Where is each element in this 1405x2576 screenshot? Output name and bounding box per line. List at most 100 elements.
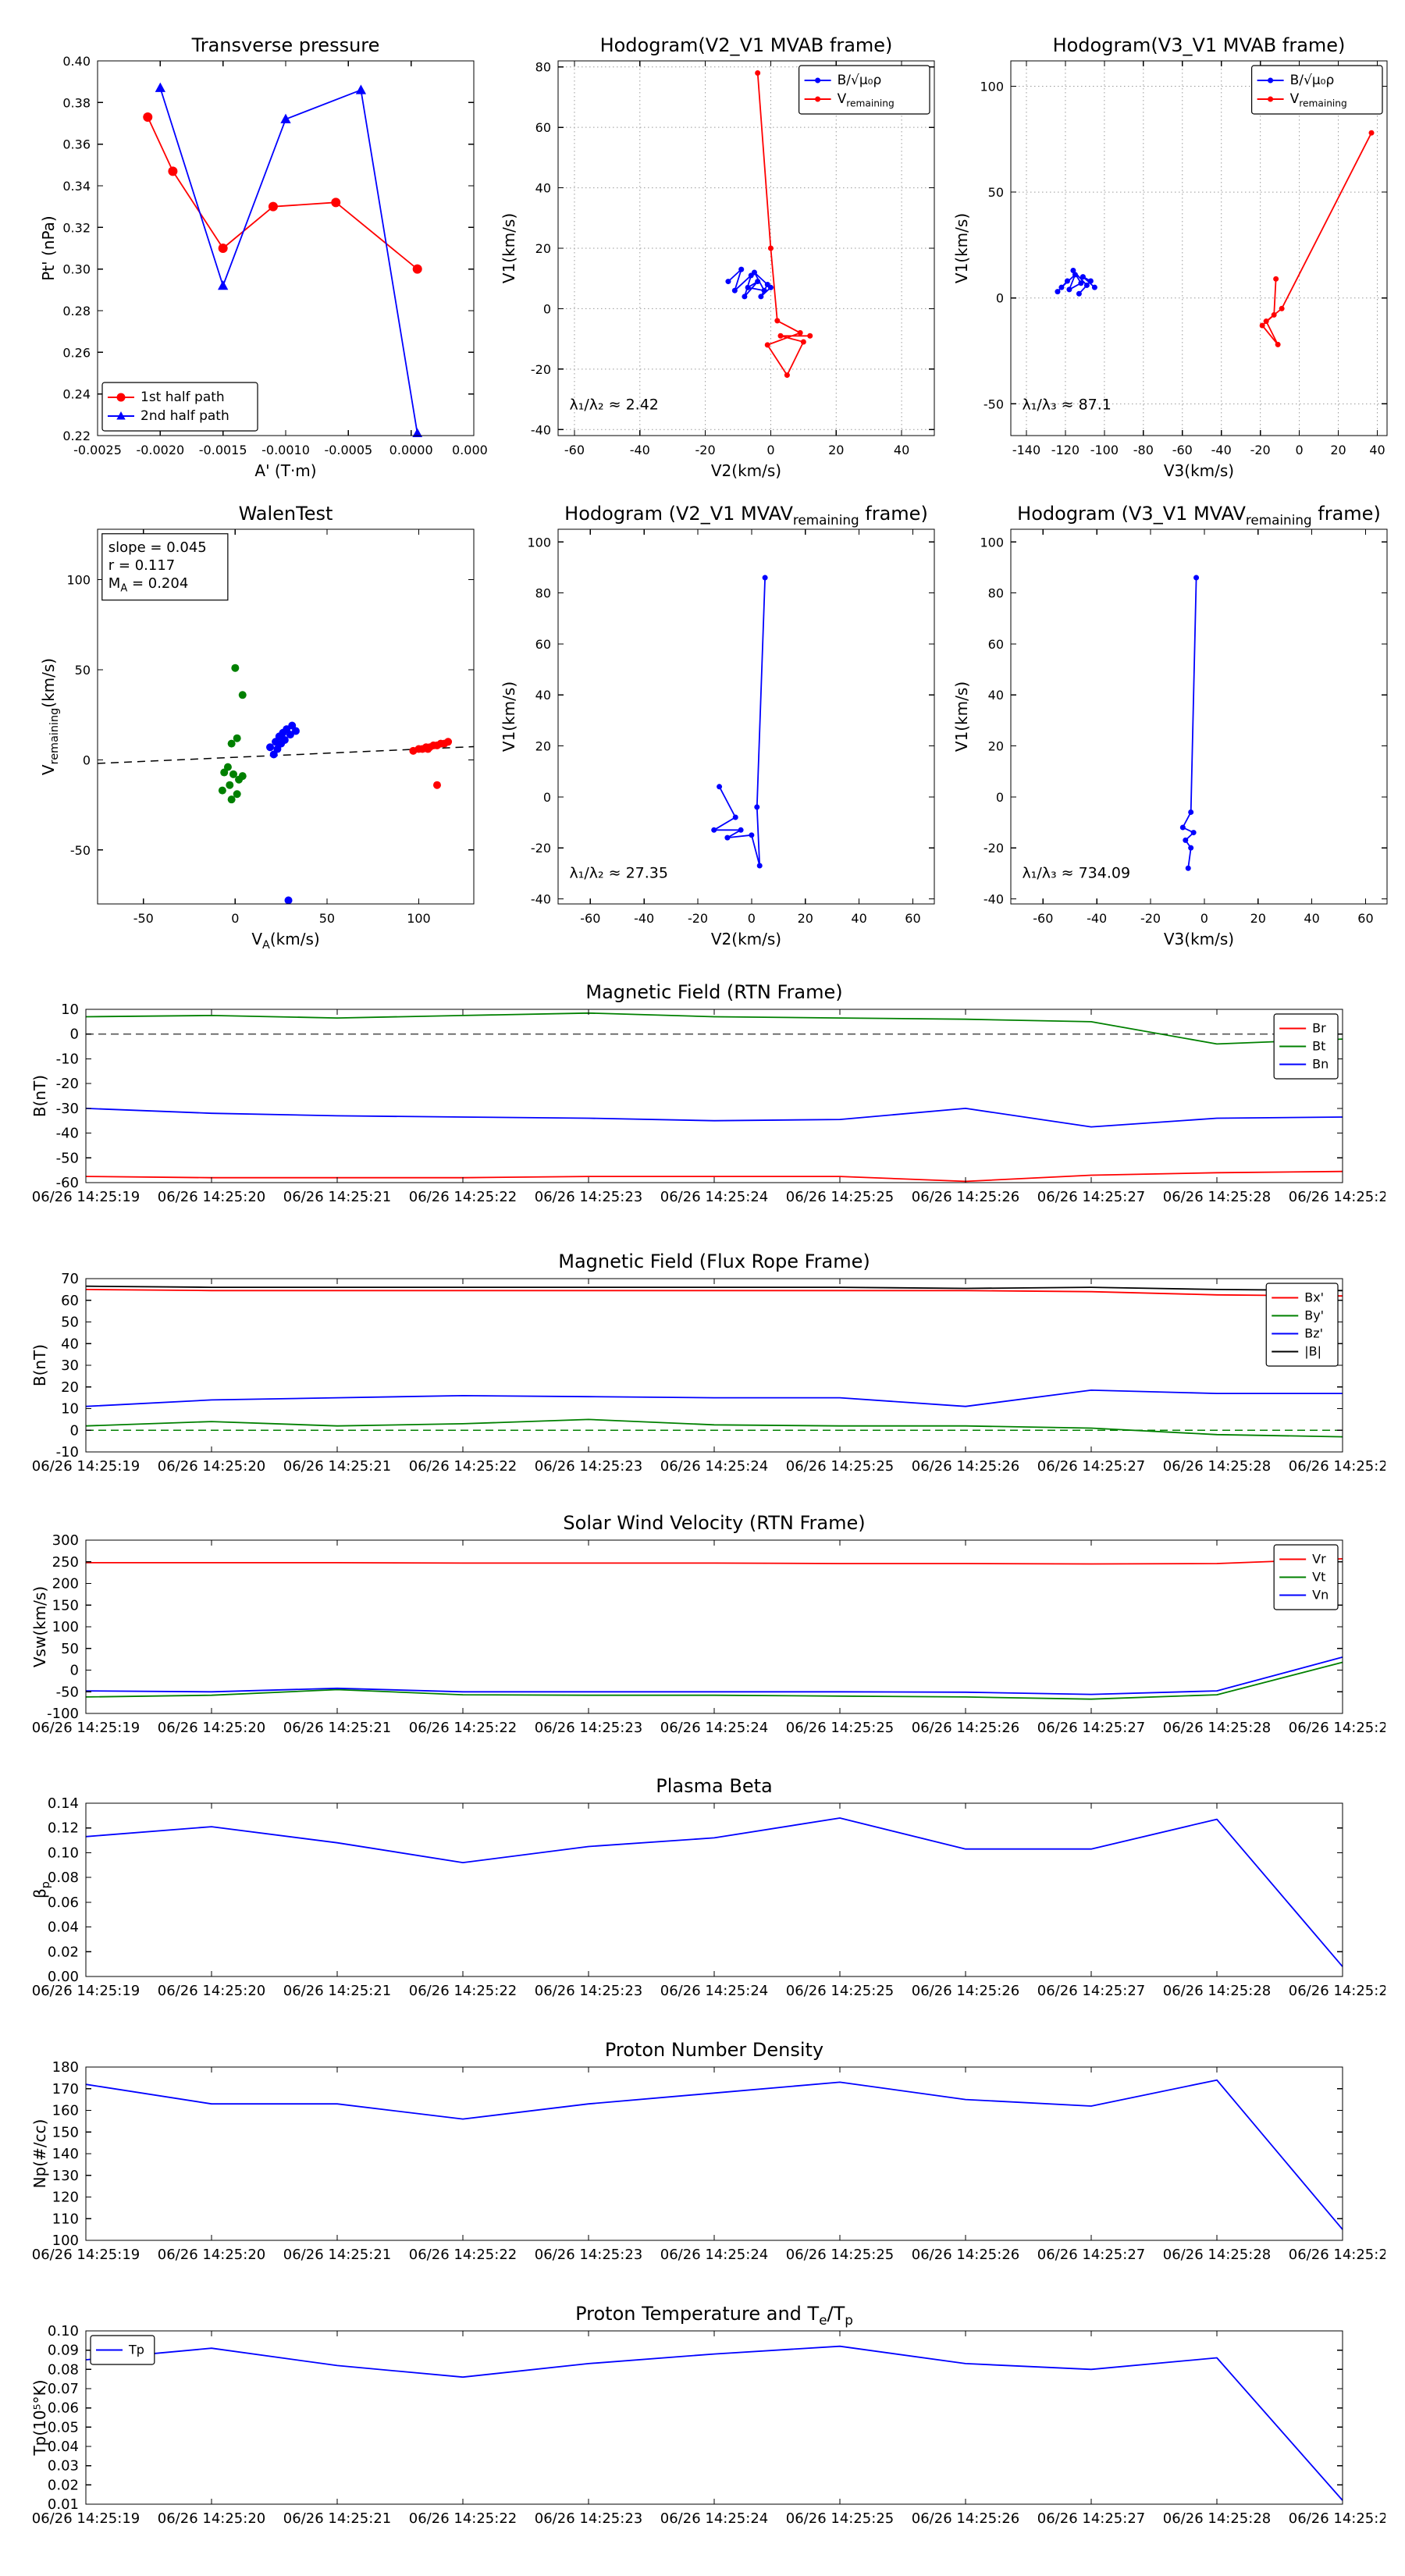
svg-text:0.0000: 0.0000 <box>389 443 433 457</box>
svg-text:50: 50 <box>61 1641 79 1657</box>
svg-text:20: 20 <box>798 911 813 926</box>
svg-text:0.14: 0.14 <box>48 1795 79 1812</box>
svg-text:160: 160 <box>52 2103 79 2119</box>
svg-text:-60: -60 <box>1033 911 1053 926</box>
svg-text:-40: -40 <box>634 911 654 926</box>
svg-text:λ₁/λ₃ ≈ 734.09: λ₁/λ₃ ≈ 734.09 <box>1022 864 1130 881</box>
svg-text:06/26 14:25:22: 06/26 14:25:22 <box>409 2247 517 2263</box>
svg-text:V1(km/s): V1(km/s) <box>952 213 971 283</box>
svg-text:0.03: 0.03 <box>48 2458 79 2475</box>
svg-text:40: 40 <box>988 688 1004 703</box>
svg-text:06/26 14:25:22: 06/26 14:25:22 <box>409 1458 517 1475</box>
svg-text:06/26 14:25:21: 06/26 14:25:21 <box>283 1458 391 1475</box>
chart-transverse-pressure: Transverse pressure -0.0025 -0.0020 -0.001… <box>35 23 488 492</box>
svg-text:20: 20 <box>1330 443 1346 457</box>
svg-text:80: 80 <box>535 586 551 601</box>
svg-text:-50: -50 <box>56 1150 79 1166</box>
panel-magnetic-field-rtn: Magnetic Field (RTN Frame) 06/26 14:25:1… <box>23 972 1385 1222</box>
svg-text:100: 100 <box>52 2233 79 2249</box>
svg-text:Bz': Bz' <box>1304 1326 1323 1341</box>
svg-text:30: 30 <box>61 1357 79 1374</box>
svg-text:100: 100 <box>527 535 551 550</box>
svg-text:06/26 14:25:26: 06/26 14:25:26 <box>912 1720 1019 1736</box>
svg-text:50: 50 <box>319 911 335 926</box>
svg-text:06/26 14:25:23: 06/26 14:25:23 <box>535 1720 642 1736</box>
chart-walen-test: WalenTest -50 0 50 100 -50 0 50 100 VA(km/s) Vrem… <box>35 492 488 960</box>
svg-text:06/26 14:25:21: 06/26 14:25:21 <box>283 2510 391 2527</box>
svg-text:06/26 14:25:28: 06/26 14:25:28 <box>1163 2510 1271 2527</box>
svg-text:0.10: 0.10 <box>48 2323 79 2339</box>
hodogram-v3v1-mvab-title: Hodogram(V3_V1 MVAB frame) <box>1052 34 1346 56</box>
svg-text:By': By' <box>1304 1308 1324 1323</box>
svg-text:0: 0 <box>996 291 1004 306</box>
svg-text:10: 10 <box>61 1002 79 1018</box>
svg-text:0.02: 0.02 <box>48 1944 79 1960</box>
svg-text:Vn: Vn <box>1312 1588 1329 1603</box>
chart-hodogram-v3v1-mvav: Hodogram (V3_V1 MVAVremaining frame) -60… <box>948 492 1401 960</box>
svg-text:-60: -60 <box>56 1175 79 1191</box>
svg-text:-20: -20 <box>1250 443 1271 457</box>
svg-text:-50: -50 <box>133 911 154 926</box>
hodogram-v2v1-mvav-plot: -60 -40 -20 0 20 40 60 -40 -20 0 20 40 60 80 100 V2(km/… <box>500 528 935 948</box>
svg-text:Bt: Bt <box>1312 1039 1325 1054</box>
svg-text:-60: -60 <box>564 443 585 457</box>
svg-text:06/26 14:25:29: 06/26 14:25:29 <box>1289 1189 1385 1205</box>
svg-text:06/26 14:25:20: 06/26 14:25:20 <box>158 1458 265 1475</box>
svg-text:06/26 14:25:19: 06/26 14:25:19 <box>32 1189 140 1205</box>
svg-text:20: 20 <box>988 739 1004 754</box>
svg-text:Br: Br <box>1312 1021 1326 1036</box>
svg-text:-0.0025: -0.0025 <box>73 443 122 457</box>
svg-text:06/26 14:25:20: 06/26 14:25:20 <box>158 1983 265 1999</box>
svg-text:60: 60 <box>61 1293 79 1309</box>
svg-text:06/26 14:25:24: 06/26 14:25:24 <box>660 2247 768 2263</box>
svg-text:-40: -40 <box>56 1126 79 1142</box>
svg-text:06/26 14:25:27: 06/26 14:25:27 <box>1037 2247 1145 2263</box>
svg-text:0.28: 0.28 <box>62 304 91 318</box>
proton-density-plot: 06/26 14:25:19 06/26 14:25:20 06/26 14:25:… <box>30 2059 1385 2263</box>
svg-text:06/26 14:25:22: 06/26 14:25:22 <box>409 2510 517 2527</box>
svg-text:-20: -20 <box>695 443 716 457</box>
svg-text:06/26 14:25:26: 06/26 14:25:26 <box>912 2247 1019 2263</box>
svg-text:-120: -120 <box>1051 443 1080 457</box>
svg-text:06/26 14:25:25: 06/26 14:25:25 <box>786 2247 894 2263</box>
svg-text:50: 50 <box>988 185 1004 200</box>
proton-temperature-plot: 06/26 14:25:19 06/26 14:25:20 06/26 14:25:… <box>30 2323 1385 2527</box>
svg-text:0.40: 0.40 <box>62 54 91 69</box>
svg-text:|B|: |B| <box>1304 1344 1321 1359</box>
svg-text:180: 180 <box>52 2059 79 2076</box>
magnetic-field-flux-rope-plot: 06/26 14:25:19 06/26 14:25:20 06/26 14:25:… <box>30 1271 1385 1475</box>
svg-text:0.32: 0.32 <box>62 220 91 235</box>
svg-text:06/26 14:25:19: 06/26 14:25:19 <box>32 2510 140 2527</box>
svg-text:06/26 14:25:29: 06/26 14:25:29 <box>1289 2510 1385 2527</box>
proton-temperature-title: Proton Temperature and Te/Tp <box>575 2303 853 2328</box>
svg-text:06/26 14:25:28: 06/26 14:25:28 <box>1163 1983 1271 1999</box>
svg-text:06/26 14:25:27: 06/26 14:25:27 <box>1037 1189 1145 1205</box>
svg-text:40: 40 <box>535 181 551 196</box>
chart-hodogram-v3v1-mvab: Hodogram(V3_V1 MVAB frame) -140 -120 -100-… <box>948 23 1401 492</box>
svg-text:06/26 14:25:29: 06/26 14:25:29 <box>1289 1458 1385 1475</box>
svg-text:0: 0 <box>70 1026 79 1043</box>
solar-wind-velocity-plot: 06/26 14:25:19 06/26 14:25:20 06/26 14:25:… <box>30 1532 1385 1736</box>
svg-text:150: 150 <box>52 2124 79 2140</box>
svg-text:0.26: 0.26 <box>62 345 91 360</box>
svg-text:06/26 14:25:23: 06/26 14:25:23 <box>535 2247 642 2263</box>
svg-text:0: 0 <box>996 790 1004 805</box>
svg-text:06/26 14:25:22: 06/26 14:25:22 <box>409 1983 517 1999</box>
svg-text:80: 80 <box>535 60 551 75</box>
svg-text:06/26 14:25:24: 06/26 14:25:24 <box>660 1983 768 1999</box>
svg-text:0: 0 <box>1296 443 1304 457</box>
svg-text:100: 100 <box>66 573 91 588</box>
svg-text:0.04: 0.04 <box>48 1920 79 1936</box>
svg-text:110: 110 <box>52 2211 79 2227</box>
svg-text:B(nT): B(nT) <box>30 1344 49 1386</box>
svg-text:0.07: 0.07 <box>48 2381 79 2397</box>
svg-text:Np(#/cc): Np(#/cc) <box>30 2119 49 2189</box>
svg-text:0.06: 0.06 <box>48 2400 79 2417</box>
plasma-beta-plot: 06/26 14:25:19 06/26 14:25:20 06/26 14:25:… <box>30 1795 1385 1999</box>
chart-hodogram-v2v1-mvab: Hodogram(V2_V1 MVAB frame) -60 -40 -20 0 20 4… <box>496 23 948 492</box>
svg-text:-0.0020: -0.0020 <box>136 443 184 457</box>
svg-text:-50: -50 <box>70 843 91 858</box>
svg-text:0: 0 <box>543 790 551 805</box>
svg-text:V2(km/s): V2(km/s) <box>711 930 781 948</box>
svg-text:0.09: 0.09 <box>48 2343 79 2359</box>
